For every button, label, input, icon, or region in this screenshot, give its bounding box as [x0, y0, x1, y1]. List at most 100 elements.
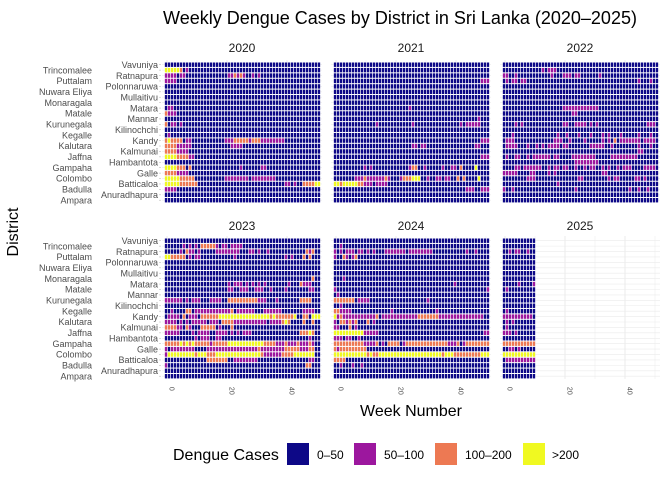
heat-cell	[188, 187, 192, 192]
heat-cell	[348, 67, 352, 73]
heat-cell	[179, 84, 183, 89]
heat-cell	[239, 249, 243, 254]
heat-cell	[511, 95, 515, 100]
heat-cell	[284, 84, 288, 89]
heat-cell	[444, 165, 448, 170]
heat-cell	[616, 170, 620, 176]
heat-cell	[299, 198, 303, 203]
heat-cell	[221, 287, 225, 292]
heat-cell	[553, 165, 557, 170]
heat-cell	[290, 154, 294, 160]
heat-cell	[314, 122, 318, 127]
heat-cell	[176, 132, 180, 138]
heat-cell	[480, 187, 484, 192]
heat-cell	[544, 100, 548, 105]
heat-cell	[287, 308, 291, 314]
heat-cell	[417, 127, 421, 132]
heat-cell	[333, 132, 337, 138]
heat-cell	[483, 62, 487, 67]
heat-cell	[532, 192, 536, 197]
heat-cell	[628, 73, 632, 78]
heat-cell	[308, 111, 312, 116]
heat-cell	[357, 62, 361, 67]
heat-cell	[173, 198, 177, 203]
heat-cell	[502, 132, 506, 138]
heat-cell	[607, 100, 611, 105]
heat-cell	[336, 149, 340, 154]
heat-cell	[387, 176, 391, 181]
heat-cell	[333, 154, 337, 160]
heat-cell	[305, 303, 309, 308]
heat-cell	[311, 249, 315, 254]
heat-cell	[535, 89, 539, 95]
heat-cell	[239, 187, 243, 192]
heat-cell	[287, 298, 291, 303]
heat-cell	[508, 116, 512, 122]
heat-cell	[290, 271, 294, 276]
heat-cell	[188, 287, 192, 292]
heat-cell	[480, 67, 484, 73]
heat-cell	[314, 187, 318, 192]
heat-cell	[342, 181, 346, 187]
heat-cell	[245, 105, 249, 111]
heat-cell	[514, 105, 518, 111]
heat-cell	[305, 308, 309, 314]
heat-cell	[302, 292, 306, 298]
heat-cell	[613, 100, 617, 105]
heat-cell	[242, 249, 246, 254]
heat-cell	[372, 62, 376, 67]
heat-cell	[185, 181, 189, 187]
heat-cell	[302, 78, 306, 84]
heat-cell	[514, 154, 518, 160]
heat-cell	[209, 271, 213, 276]
heat-cell	[601, 116, 605, 122]
heat-cell	[541, 111, 545, 116]
heat-cell	[191, 89, 195, 95]
heat-cell	[405, 116, 409, 122]
heat-cell	[269, 260, 273, 265]
heat-cell	[278, 127, 282, 132]
heat-cell	[164, 78, 168, 84]
heat-cell	[414, 170, 418, 176]
heat-cell	[254, 265, 258, 271]
heat-cell	[559, 111, 563, 116]
heat-cell	[224, 303, 228, 308]
heat-cell	[628, 165, 632, 170]
heat-cell	[176, 105, 180, 111]
heat-cell	[272, 122, 276, 127]
heat-cell	[426, 127, 430, 132]
heat-cell	[399, 176, 403, 181]
heat-cell	[375, 95, 379, 100]
heat-cell	[281, 265, 285, 271]
heat-cell	[508, 132, 512, 138]
heat-cell	[589, 176, 593, 181]
heat-cell	[209, 111, 213, 116]
heat-cell	[462, 170, 466, 176]
heat-cell	[287, 62, 291, 67]
heat-cell	[357, 127, 361, 132]
heat-cell	[535, 176, 539, 181]
heat-cell	[396, 122, 400, 127]
heat-cell	[287, 111, 291, 116]
heat-cell	[281, 127, 285, 132]
heat-cell	[248, 95, 252, 100]
heat-cell	[200, 160, 204, 165]
heat-cell	[505, 105, 509, 111]
heat-cell	[474, 89, 478, 95]
heat-cell	[535, 62, 539, 67]
heat-cell	[414, 132, 418, 138]
heat-cell	[170, 265, 174, 271]
heat-cell	[613, 67, 617, 73]
heat-cell	[586, 78, 590, 84]
heat-cell	[275, 238, 279, 243]
heat-cell	[432, 160, 436, 165]
heat-cell	[164, 105, 168, 111]
heat-cell	[514, 181, 518, 187]
heat-cell	[502, 100, 506, 105]
heat-cell	[317, 73, 321, 78]
heat-cell	[191, 84, 195, 89]
heat-cell	[339, 89, 343, 95]
heat-cell	[420, 111, 424, 116]
heat-cell	[212, 154, 216, 160]
heat-cell	[589, 122, 593, 127]
